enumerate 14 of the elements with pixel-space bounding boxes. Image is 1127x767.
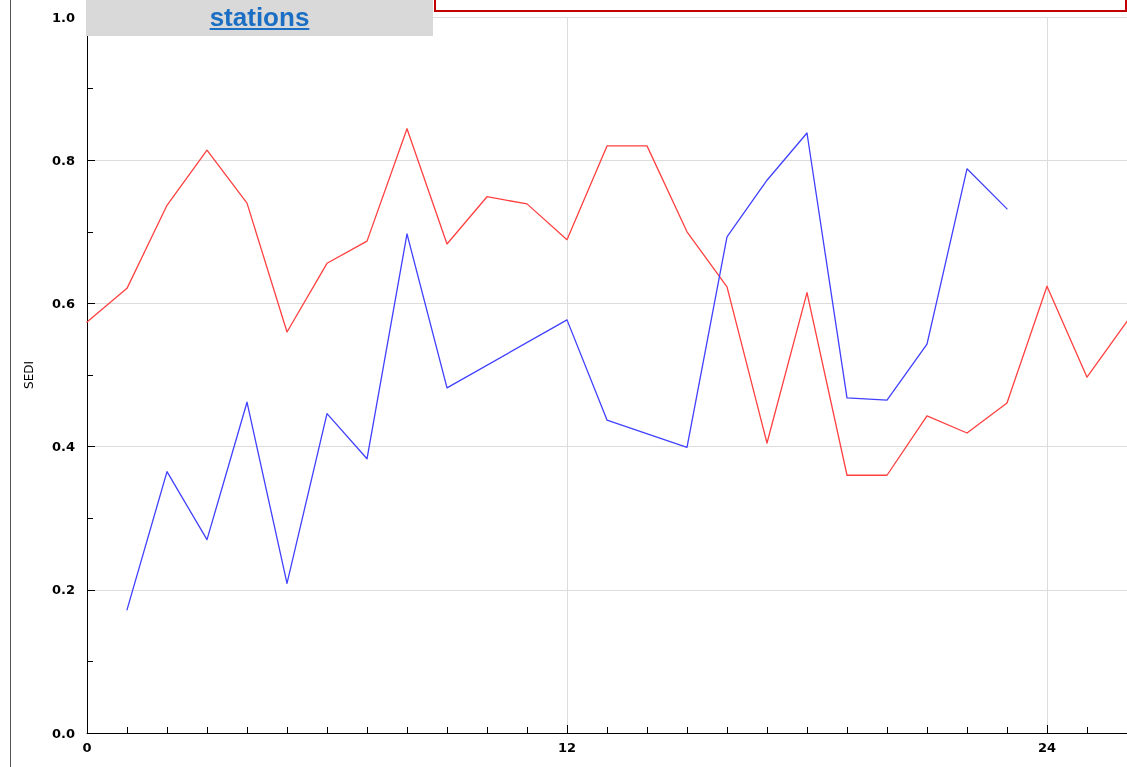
line-series bbox=[126, 132, 1008, 611]
x-tick-label: 12 bbox=[557, 740, 577, 755]
line-series bbox=[86, 128, 1127, 476]
y-tick-label: 0.0 bbox=[51, 725, 75, 741]
caption-box: stations bbox=[86, 0, 433, 36]
y-tick-label: 1.0 bbox=[51, 9, 75, 25]
annotation: stations bbox=[209, 2, 310, 32]
y-tick-label: 0.4 bbox=[51, 439, 75, 455]
y-tick-label: 0.2 bbox=[51, 582, 75, 598]
x-tick-label: 24 bbox=[1037, 740, 1057, 755]
y-tick-label: 0.6 bbox=[51, 295, 75, 311]
y-axis-title: SEDI bbox=[22, 361, 36, 389]
x-tick-label: 0 bbox=[82, 740, 92, 755]
y-tick-label: 0.8 bbox=[51, 152, 75, 168]
